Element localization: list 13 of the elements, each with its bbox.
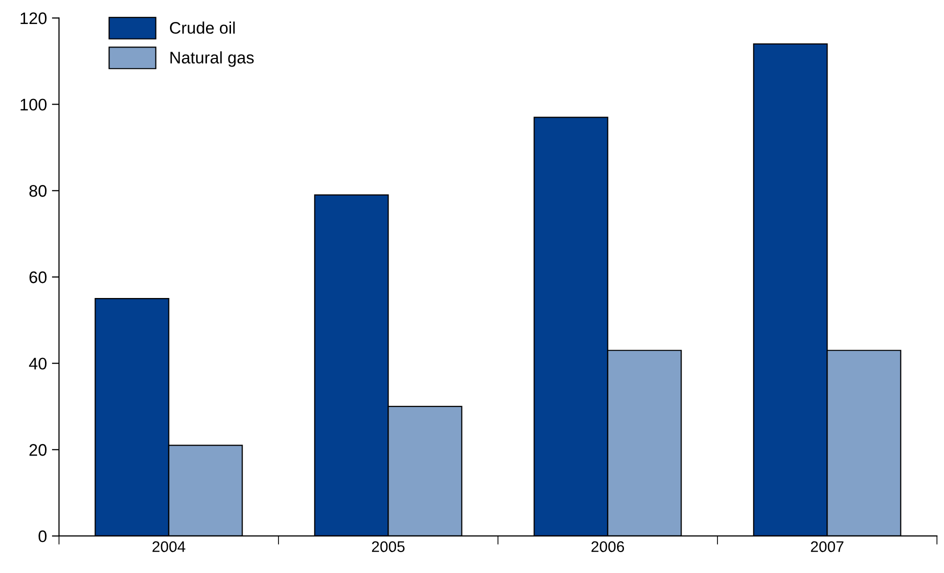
y-tick-label: 40 — [29, 358, 47, 370]
x-tick-label: 2005 — [372, 541, 405, 552]
x-tick-label: 2007 — [810, 541, 844, 552]
y-tick-label: 80 — [29, 185, 47, 197]
legend-label: Natural gas — [170, 51, 254, 67]
legend-label: Crude oil — [170, 22, 235, 34]
y-tick-label: 100 — [20, 98, 47, 111]
y-tick-label: 120 — [20, 12, 47, 24]
y-tick-label: 20 — [29, 444, 47, 456]
y-tick-label: 0 — [38, 530, 47, 542]
x-tick-label: 2006 — [591, 541, 624, 552]
x-tick-label: 2004 — [152, 541, 186, 552]
y-tick-label: 60 — [30, 271, 47, 284]
